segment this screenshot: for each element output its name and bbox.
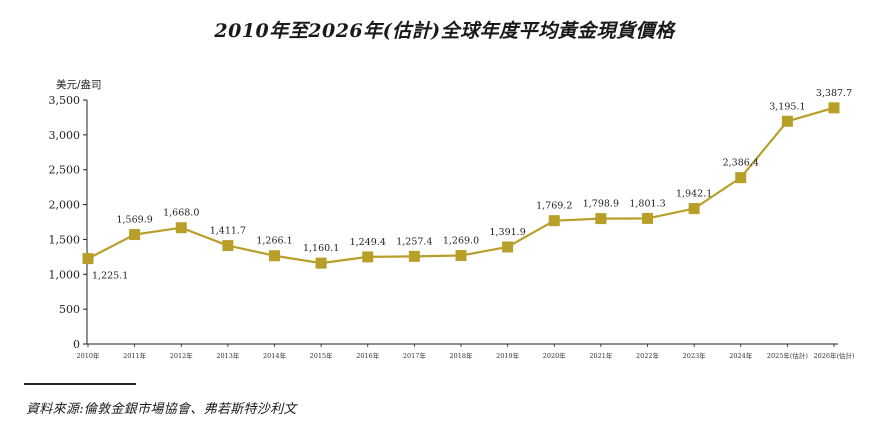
data-labels: 1,225.1 1,569.9 1,668.0 1,411.7 1,266.1 1,160… — [92, 88, 852, 282]
data-point — [781, 115, 793, 127]
data-point — [642, 212, 653, 224]
source-note: 資料來源:倫敦金銀市場協會、弗若斯特沙利文 — [26, 402, 297, 417]
x-tick-label: 2022年 — [636, 351, 660, 360]
x-tick-label: 2024年 — [729, 351, 753, 360]
data-label: 1,769.2 — [536, 201, 572, 212]
y-tick-label: 2,000 — [49, 199, 81, 212]
data-label: 1,668.0 — [163, 208, 199, 219]
x-axis: 2010年 2011年 2012年 2013年 2014年 2015年 2016年 2017年… — [76, 343, 855, 360]
data-label: 3,195.1 — [769, 101, 805, 112]
data-label: 1,160.1 — [303, 243, 339, 254]
data-point — [735, 172, 747, 184]
data-point — [595, 213, 607, 225]
data-label: 3,387.7 — [816, 88, 852, 99]
data-label: 1,411.7 — [210, 226, 246, 237]
data-label: 1,801.3 — [629, 198, 665, 209]
y-tick-label: 3,000 — [49, 129, 81, 142]
x-tick-label: 2013年 — [216, 351, 240, 360]
data-point — [269, 250, 280, 262]
data-label: 1,225.1 — [92, 271, 128, 282]
x-tick-label: 2016年 — [356, 351, 380, 360]
data-label: 1,942.1 — [676, 189, 712, 200]
data-label: 1,391.9 — [489, 227, 525, 238]
x-tick-label: 2012年 — [170, 351, 194, 360]
data-label: 1,569.9 — [116, 215, 152, 226]
y-tick-label: 500 — [59, 303, 80, 316]
data-point — [502, 241, 514, 253]
data-point — [548, 215, 560, 227]
x-tick-label: 2017年 — [403, 351, 427, 360]
data-label: 1,269.0 — [443, 236, 479, 247]
data-label: 1,257.4 — [396, 236, 432, 247]
y-tick-label: 1,500 — [49, 233, 81, 246]
data-point — [315, 257, 327, 269]
source-divider — [24, 383, 136, 385]
y-axis-unit-label: 美元/盎司 — [56, 78, 102, 91]
x-tick-label: 2011年 — [123, 351, 147, 360]
chart-title: 2010年至2026年(估計)全球年度平均黃金現貨價格 — [214, 20, 675, 42]
data-point — [362, 251, 374, 263]
data-point — [129, 229, 141, 241]
x-tick-label: 2021年 — [589, 351, 613, 360]
y-tick-label: 0 — [73, 338, 80, 351]
x-tick-label: 2025年(估計) — [767, 351, 809, 360]
data-label: 1,249.4 — [350, 237, 386, 248]
x-tick-label: 2019年 — [496, 351, 520, 360]
x-tick-label: 2023年 — [683, 351, 707, 360]
data-point — [175, 222, 187, 234]
data-point — [828, 102, 840, 114]
y-tick-label: 3,500 — [49, 94, 81, 107]
x-tick-label: 2015年 — [310, 351, 334, 360]
data-label: 1,798.9 — [583, 199, 619, 210]
y-axis: 0 500 1,000 1,500 2,000 2,500 3,000 3,500 — [49, 94, 88, 351]
data-point — [408, 250, 420, 262]
x-tick-label: 2018年 — [449, 351, 473, 360]
data-point — [688, 203, 700, 215]
x-tick-label: 2026年(估計) — [813, 351, 855, 360]
x-tick-label: 2014年 — [263, 351, 287, 360]
x-tick-label: 2020年 — [543, 351, 567, 360]
data-point — [455, 250, 467, 262]
data-points — [82, 102, 840, 269]
y-tick-label: 1,000 — [49, 268, 81, 281]
x-tick-label: 2010年 — [76, 351, 100, 360]
data-label: 1,266.1 — [256, 236, 292, 247]
data-point — [222, 240, 234, 252]
data-point — [82, 253, 94, 265]
y-tick-label: 2,500 — [49, 164, 81, 177]
data-label: 2,386.4 — [723, 158, 759, 169]
